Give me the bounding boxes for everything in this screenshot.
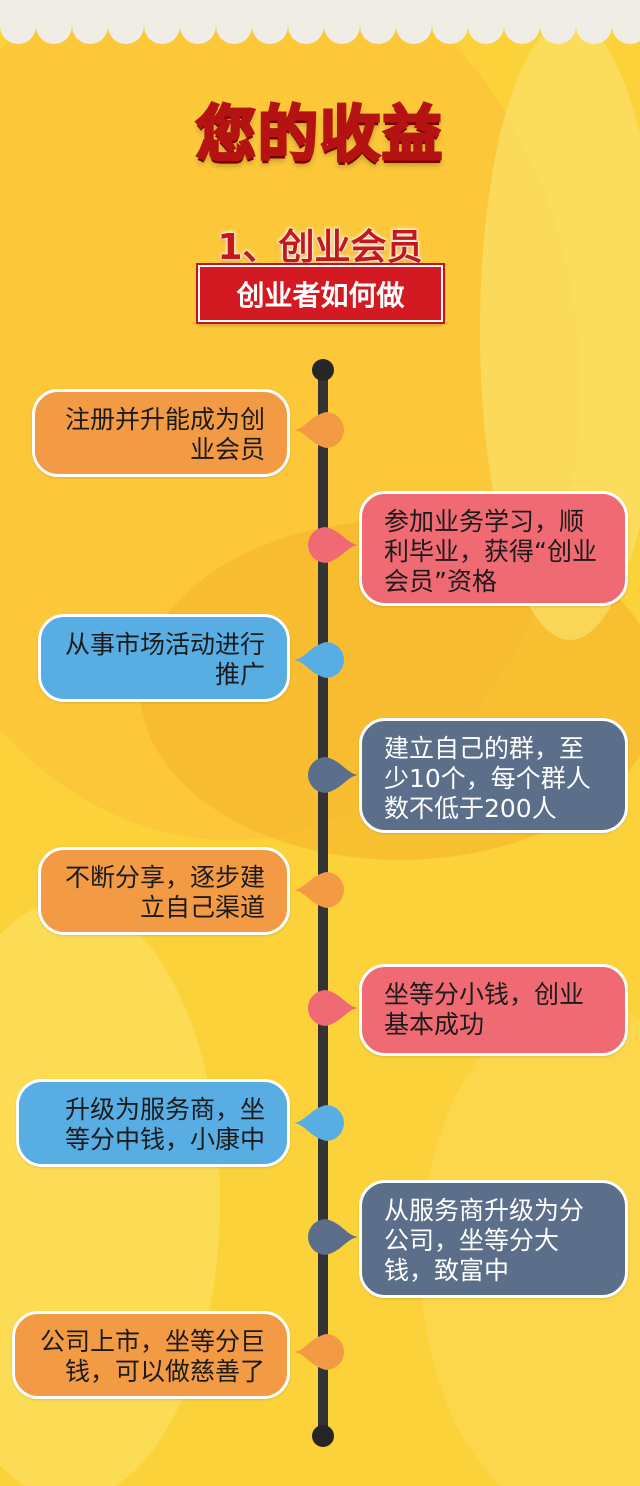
scalloped-border	[0, 0, 640, 44]
timeline-step-text: 建立自己的群，至少10个，每个群人数不低于200人	[384, 734, 591, 823]
timeline-step-text: 坐等分小钱，创业基本成功	[384, 980, 585, 1039]
timeline-start-dot	[312, 359, 334, 381]
timeline-step: 坐等分小钱，创业基本成功	[359, 964, 628, 1056]
page-title: 您的收益	[195, 99, 444, 172]
timeline-step: 建立自己的群，至少10个，每个群人数不低于200人	[359, 718, 628, 833]
timeline-step: 参加业务学习，顺利毕业，获得“创业会员”资格	[359, 491, 628, 606]
timeline-connector	[294, 1334, 344, 1370]
ribbon-label: 创业者如何做	[236, 278, 405, 312]
timeline-step-text: 升级为服务商，坐等分中钱，小康中	[64, 1095, 265, 1154]
timeline-connector	[294, 642, 344, 678]
timeline-step: 注册并升能成为创业会员	[32, 389, 290, 477]
timeline-connector	[308, 1219, 358, 1255]
timeline-step: 公司上市，坐等分巨钱，可以做慈善了	[12, 1311, 290, 1399]
timeline-step: 从事市场活动进行推广	[38, 614, 290, 702]
timeline-step-text: 注册并升能成为创业会员	[64, 405, 265, 464]
timeline-step-text: 从服务商升级为分公司，坐等分大钱，致富中	[384, 1196, 585, 1285]
timeline-connector	[308, 527, 358, 563]
timeline-connector	[294, 412, 344, 448]
timeline-step: 从服务商升级为分公司，坐等分大钱，致富中	[359, 1180, 628, 1298]
timeline-connector	[294, 872, 344, 908]
section-ribbon: 创业者如何做	[198, 265, 443, 322]
timeline-step-text: 从事市场活动进行推广	[64, 630, 265, 689]
timeline-step: 不断分享，逐步建立自己渠道	[38, 847, 290, 935]
timeline-step-text: 公司上市，坐等分巨钱，可以做慈善了	[39, 1327, 265, 1386]
timeline-end-dot	[312, 1425, 334, 1447]
timeline-connector	[294, 1105, 344, 1141]
timeline-step-text: 不断分享，逐步建立自己渠道	[64, 863, 265, 922]
section-subtitle: 1、创业会员	[217, 227, 423, 268]
timeline-connector	[308, 990, 358, 1026]
timeline-step-text: 参加业务学习，顺利毕业，获得“创业会员”资格	[384, 507, 597, 596]
timeline-connector	[308, 757, 358, 793]
timeline-step: 升级为服务商，坐等分中钱，小康中	[16, 1079, 290, 1167]
